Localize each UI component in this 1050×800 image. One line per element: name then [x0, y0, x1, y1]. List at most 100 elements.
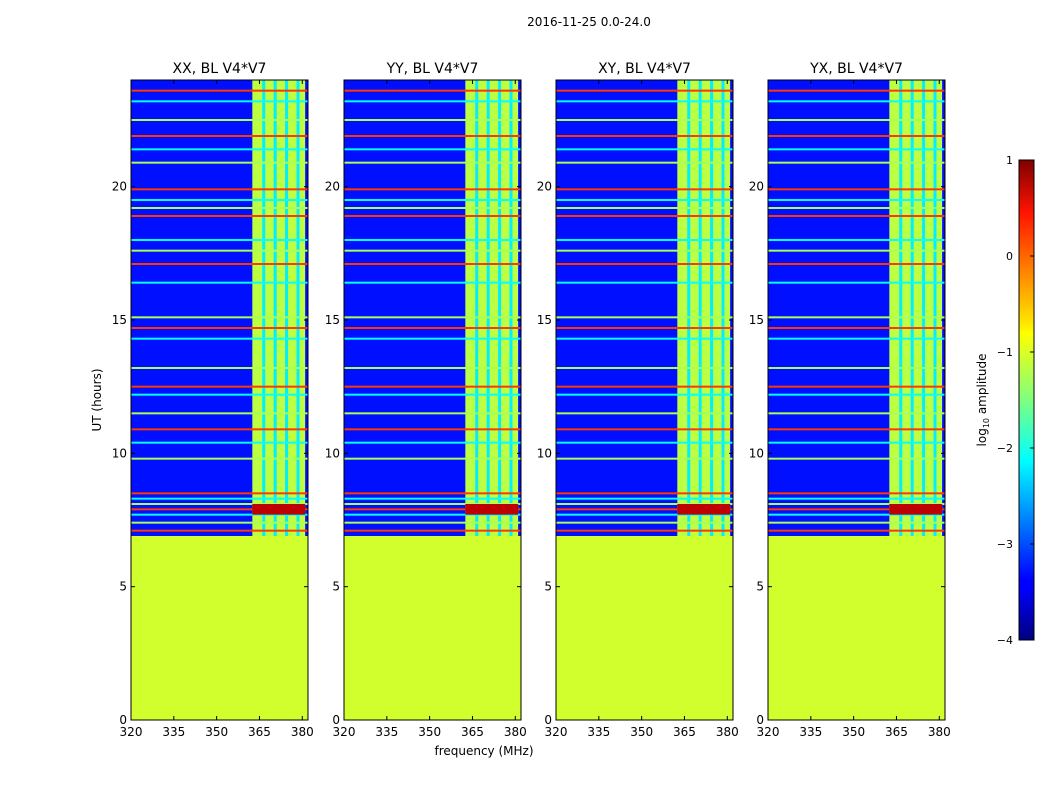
rfi-line — [768, 188, 945, 191]
rfi-line — [768, 161, 945, 164]
rfi-line — [344, 529, 521, 532]
rfi-line — [131, 441, 308, 444]
band-gap — [933, 80, 937, 536]
y-tick-label: 5 — [119, 580, 127, 594]
x-tick-label: 380 — [291, 725, 314, 739]
rfi-line — [768, 100, 945, 103]
rfi-line — [768, 135, 945, 137]
rfi-line — [556, 249, 733, 252]
rfi-line — [344, 188, 521, 191]
no-data-region — [131, 536, 308, 720]
panel-0: XX, BL V4*V7 320 335 350 365 380 0 5 10 15 20 — [112, 61, 314, 739]
x-tick-label: 335 — [375, 725, 398, 739]
rfi-line — [131, 337, 308, 340]
rfi-line — [344, 497, 521, 500]
x-tick-label: 350 — [205, 725, 228, 739]
rfi-line — [131, 503, 308, 505]
rfi-line — [344, 249, 521, 252]
rfi-burst — [465, 504, 519, 515]
rfi-line — [768, 492, 945, 495]
rfi-line — [556, 135, 733, 137]
rfi-line — [344, 135, 521, 137]
y-tick-label: 20 — [112, 180, 127, 194]
x-tick-label: 365 — [461, 725, 484, 739]
rfi-line — [768, 367, 945, 369]
y-tick-label: 5 — [544, 580, 552, 594]
x-tick-label: 365 — [673, 725, 696, 739]
rfi-line — [131, 393, 308, 396]
colorbar-tick-label: 0 — [1006, 250, 1013, 263]
rfi-line — [768, 327, 945, 329]
rfi-line — [131, 239, 308, 241]
bright-band — [252, 80, 306, 536]
band-gap — [262, 80, 266, 536]
rfi-line — [556, 337, 733, 340]
band-gap — [899, 80, 903, 536]
rfi-line — [556, 529, 733, 532]
colorbar-tick-label: −1 — [997, 346, 1013, 359]
rfi-line — [131, 457, 308, 460]
x-tick-label: 320 — [333, 725, 356, 739]
y-tick-label: 15 — [537, 313, 552, 327]
rfi-line — [344, 503, 521, 505]
x-tick-label: 335 — [799, 725, 822, 739]
rfi-burst — [889, 504, 943, 515]
rfi-line — [131, 199, 308, 201]
y-axis-label: UT (hours) — [90, 368, 104, 431]
rfi-line — [768, 239, 945, 241]
band-gap — [296, 80, 300, 536]
rfi-line — [556, 215, 733, 217]
rfi-burst — [252, 504, 306, 515]
x-tick-label: 380 — [716, 725, 739, 739]
rfi-line — [131, 161, 308, 164]
y-tick-label: 5 — [332, 580, 340, 594]
x-tick-label: 320 — [545, 725, 568, 739]
rfi-line — [131, 188, 308, 191]
rfi-line — [556, 263, 733, 265]
rfi-line — [131, 135, 308, 137]
x-tick-label: 350 — [418, 725, 441, 739]
rfi-line — [556, 508, 733, 511]
rfi-line — [556, 503, 733, 505]
rfi-line — [344, 119, 521, 121]
rfi-line — [768, 529, 945, 532]
x-tick-label: 365 — [248, 725, 271, 739]
rfi-line — [556, 513, 733, 516]
rfi-line — [768, 263, 945, 265]
rfi-line — [768, 337, 945, 340]
bright-band — [465, 80, 519, 536]
no-data-region — [344, 536, 521, 720]
y-tick-label: 15 — [325, 313, 340, 327]
band-gap — [498, 80, 502, 536]
panel-frame — [343, 79, 522, 721]
rfi-line — [344, 412, 521, 415]
rfi-line — [131, 428, 308, 431]
rfi-line — [768, 412, 945, 415]
colorbar: −4 −3 −2 −1 0 1 log10 amplitude — [975, 154, 1035, 647]
rfi-line — [768, 497, 945, 500]
rfi-line — [344, 441, 521, 444]
bright-band — [677, 80, 731, 536]
y-tick-label: 20 — [537, 180, 552, 194]
panel-3: YX, BL V4*V7 320 335 350 365 380 0 5 10 15 20 — [749, 61, 951, 739]
colorbar-tick-label: −4 — [997, 634, 1013, 647]
rfi-line — [768, 385, 945, 388]
band-gap — [509, 80, 513, 536]
rfi-line — [556, 393, 733, 396]
rfi-line — [131, 316, 308, 319]
rfi-line — [556, 327, 733, 329]
rfi-line — [556, 239, 733, 241]
rfi-line — [556, 385, 733, 388]
rfi-line — [556, 428, 733, 431]
rfi-line — [556, 199, 733, 201]
rfi-line — [556, 316, 733, 319]
colorbar-tick-label: −2 — [997, 442, 1013, 455]
rfi-line — [556, 497, 733, 500]
band-gap — [273, 80, 277, 536]
x-tick-label: 380 — [504, 725, 527, 739]
rfi-line — [344, 263, 521, 265]
rfi-line — [344, 337, 521, 340]
panel-frame — [555, 79, 734, 721]
y-tick-label: 15 — [749, 313, 764, 327]
rfi-line — [344, 239, 521, 241]
